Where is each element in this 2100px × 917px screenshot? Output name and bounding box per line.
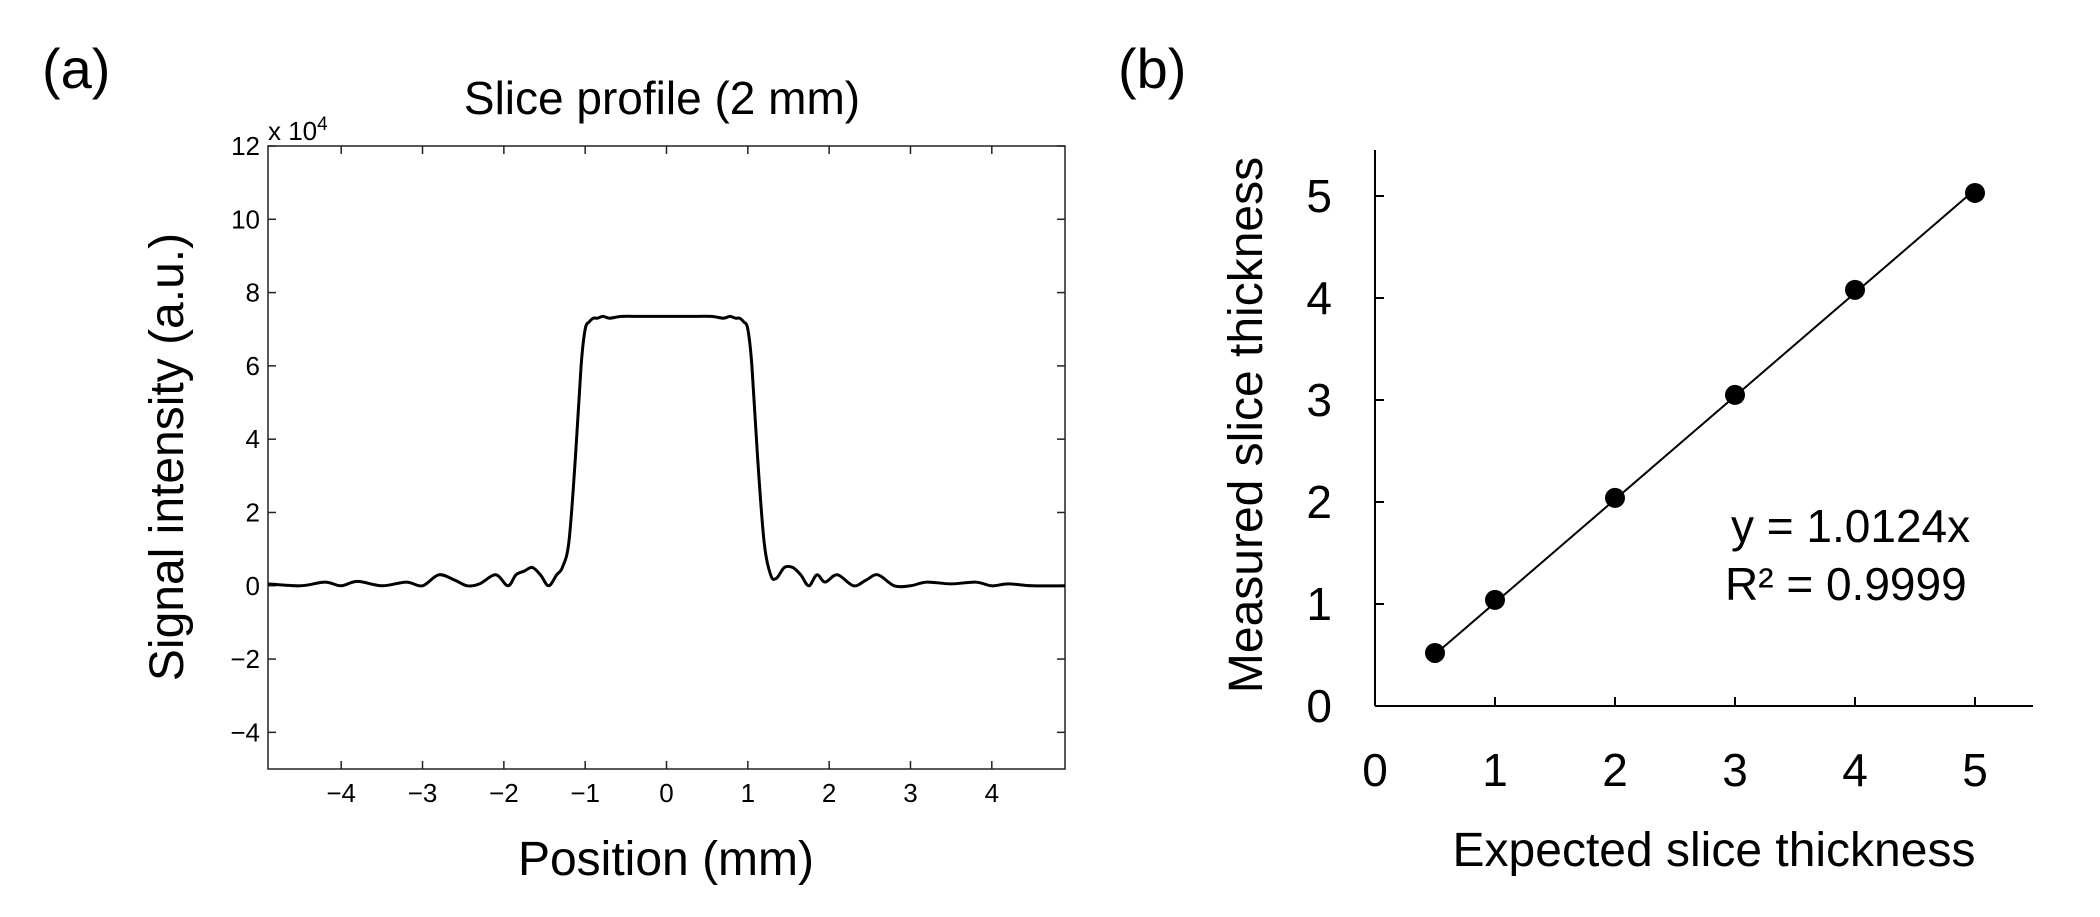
chart-b-ytick-label: 4	[1306, 272, 1332, 324]
chart-b-xlabel: Expected slice thickness	[1453, 824, 1976, 877]
chart-b-ytick-label: 3	[1306, 374, 1332, 426]
chart-a-y-multiplier: x 104	[268, 114, 328, 146]
chart-b-point	[1485, 589, 1505, 610]
chart-b-r2: R² = 0.9999	[1725, 558, 1967, 610]
chart-a-xtick-label: −1	[570, 778, 600, 808]
chart-a-series-line	[267, 314, 1066, 589]
panel-label-a: (a)	[42, 37, 110, 100]
chart-b-xtick-labels: 0 1 2 3 4 5	[1362, 744, 1988, 796]
chart-b-ytick-label: 5	[1306, 170, 1332, 222]
chart-a-xtick-label: 0	[659, 778, 673, 808]
panel-label-b: (b)	[1118, 37, 1186, 100]
chart-b-point	[1845, 279, 1865, 300]
chart-b-xtick-label: 4	[1842, 744, 1868, 796]
chart-a-ytick-label: 6	[246, 351, 260, 381]
chart-b-xtick-label: 5	[1962, 744, 1988, 796]
chart-b: 0 1 2 3 4 5 0 1 2 3 4 5 y = 1.0124x R² = 0.9999 Ex…	[1220, 150, 2033, 877]
chart-b-equation: y = 1.0124x	[1731, 500, 1970, 552]
chart-a-ytick-label: −2	[230, 644, 260, 674]
chart-b-xtick-label: 2	[1602, 744, 1628, 796]
chart-a-xtick-label: −3	[408, 778, 438, 808]
chart-a-xtick-label: 4	[985, 778, 999, 808]
chart-a-ticks	[268, 145, 1065, 769]
chart-a-xlabel: Position (mm)	[518, 833, 814, 886]
chart-b-point	[1725, 384, 1745, 405]
chart-a-xtick-label: 3	[903, 778, 917, 808]
chart-a-xtick-labels: −4 −3 −2 −1 0 1 2 3 4	[326, 778, 999, 808]
chart-a-xtick-label: 2	[822, 778, 836, 808]
chart-a-ytick-label: 8	[246, 278, 260, 308]
chart-a-ytick-label: −4	[230, 717, 260, 747]
chart-a-title: Slice profile (2 mm)	[464, 72, 860, 124]
chart-b-point	[1605, 487, 1625, 508]
chart-a-plot-frame	[267, 145, 1066, 770]
chart-b-point	[1965, 182, 1985, 203]
chart-b-ytick-label: 2	[1306, 476, 1332, 528]
chart-a-ytick-label: 2	[246, 497, 260, 527]
chart-b-ytick-label: 1	[1306, 578, 1332, 630]
chart-b-xtick-label: 3	[1722, 744, 1748, 796]
chart-b-point	[1425, 642, 1445, 663]
chart-a-xtick-label: −4	[326, 778, 356, 808]
chart-a-ylabel: Signal intensity (a.u.)	[141, 233, 194, 681]
chart-a-ytick-label: 0	[246, 571, 260, 601]
chart-a: Slice profile (2 mm) −4 −3 −2 −1 0 1 2 3 4 −4−20…	[141, 72, 1066, 886]
chart-a-ytick-label: 12	[231, 131, 260, 161]
chart-a-xtick-label: 1	[741, 778, 755, 808]
chart-b-points	[1425, 182, 1985, 663]
chart-b-xtick-label: 1	[1482, 744, 1508, 796]
chart-b-fit-line	[1434, 188, 1976, 656]
chart-b-xtick-label: 0	[1362, 744, 1388, 796]
chart-a-ytick-label: 4	[246, 424, 260, 454]
chart-b-ytick-label: 0	[1306, 680, 1332, 732]
chart-b-ytick-labels: 0 1 2 3 4 5	[1306, 170, 1332, 732]
chart-a-xtick-label: −2	[489, 778, 519, 808]
chart-b-ticks	[1374, 195, 1976, 707]
chart-a-ytick-labels: −4 −2 0 2 4 6 8 10 12	[230, 131, 260, 747]
chart-b-ylabel: Measured slice thickness	[1220, 157, 1273, 693]
chart-a-ytick-label: 10	[231, 204, 260, 234]
